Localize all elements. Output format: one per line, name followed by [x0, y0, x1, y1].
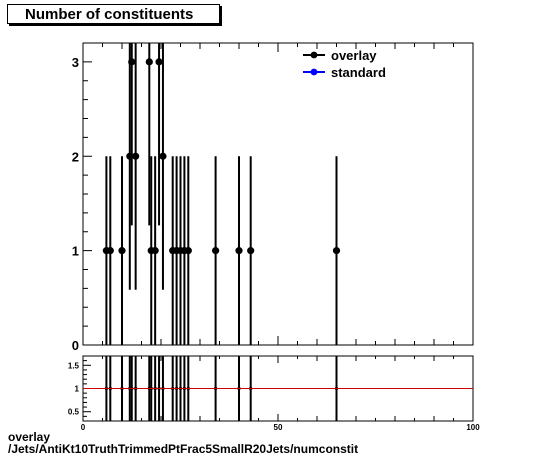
legend-marker-1 [310, 68, 318, 76]
main-frame-border [82, 42, 474, 346]
x-tick-label: 50 [274, 423, 283, 432]
ratio-y-tick-label: 0.5 [68, 408, 80, 417]
x-tick-label: 0 [81, 423, 86, 432]
main-plot-frame [82, 42, 474, 346]
main-plot-axes: 0 1 2 3 [72, 42, 474, 353]
main-plot-points [102, 43, 341, 345]
chart-title: Number of constituents [25, 6, 194, 23]
data-point [118, 247, 126, 255]
data-point [184, 247, 192, 255]
data-point [212, 247, 220, 255]
data-point [155, 58, 163, 66]
data-point [132, 152, 140, 160]
data-point [106, 247, 114, 255]
y-tick-label: 0 [72, 338, 79, 353]
data-point [145, 58, 153, 66]
legend: overlay standard [303, 48, 386, 80]
legend-label-0: overlay [331, 48, 377, 63]
data-point [332, 247, 341, 255]
x-tick-label: 100 [466, 423, 480, 432]
y-tick-label: 3 [72, 55, 79, 70]
footer-caption: overlay /Jets/AntiKt10TruthTrimmedPtFrac… [8, 431, 358, 455]
data-point [151, 247, 159, 255]
y-tick-label: 1 [72, 244, 79, 259]
data-point [235, 247, 243, 255]
legend-label-1: standard [331, 65, 386, 80]
ratio-y-tick-label: 1.5 [68, 361, 80, 370]
ratio-y-tick-label: 1 [75, 385, 80, 394]
data-point [247, 247, 255, 255]
ratio-plot-points [83, 356, 473, 421]
chart-title-box: Number of constituents [7, 4, 220, 24]
footer-line-1: overlay [8, 430, 51, 444]
data-point [128, 58, 136, 66]
legend-marker-0 [310, 51, 318, 59]
y-tick-label: 2 [72, 149, 79, 164]
footer-line-2: /Jets/AntiKt10TruthTrimmedPtFrac5SmallR2… [8, 442, 359, 456]
data-point [159, 152, 167, 160]
